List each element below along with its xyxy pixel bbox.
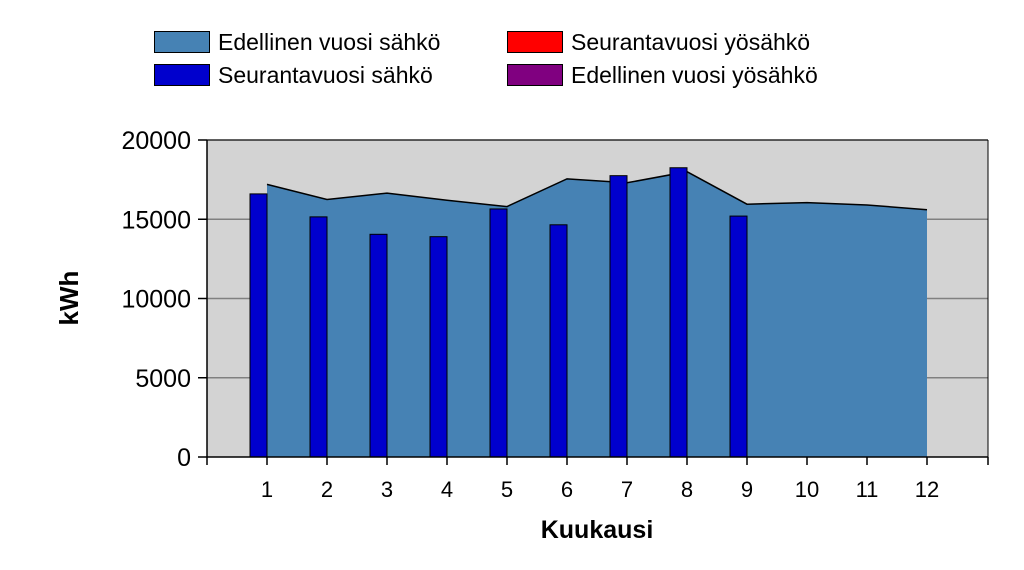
bar-month-9 (729, 215, 748, 458)
legend-swatch-tracking-year-electricity (154, 64, 210, 86)
x-tick-label: 8 (681, 477, 693, 502)
legend-swatch-tracking-year-night-electricity (507, 31, 563, 53)
x-tick-label: 5 (501, 477, 513, 502)
x-tick-label: 12 (915, 477, 939, 502)
x-tick-labels: 1 2 3 4 5 6 7 8 9 10 11 12 (261, 477, 939, 502)
y-axis-label: kWh (54, 271, 84, 326)
area-fill-prev-year (267, 171, 927, 457)
legend-label-prev-year-electricity: Edellinen vuosi sähkö (218, 28, 441, 55)
x-tick-label: 2 (321, 477, 333, 502)
legend-item-tracking-year-night-electricity: Seurantavuosi yösähkö (507, 28, 810, 56)
area-outline-prev-year (266, 170, 928, 211)
area-series (266, 170, 928, 457)
y-tick-label: 5000 (135, 365, 191, 393)
y-tick-label: 20000 (121, 127, 191, 155)
bar-month-6 (549, 224, 568, 458)
bar-month-2 (309, 216, 328, 458)
legend-label-tracking-year-electricity: Seurantavuosi sähkö (218, 61, 433, 88)
bar-month-3 (369, 233, 388, 458)
y-tick-label: 10000 (121, 286, 191, 314)
legend-label-tracking-year-night-electricity: Seurantavuosi yösähkö (571, 28, 811, 55)
y-tick-label: 0 (177, 444, 191, 472)
bar-month-7 (609, 175, 628, 458)
axes (198, 139, 989, 465)
bar-month-8 (669, 167, 688, 458)
legend-swatch-prev-year-electricity (154, 31, 210, 53)
x-tick-label: 3 (381, 477, 393, 502)
x-tick-label: 10 (795, 477, 819, 502)
x-axis-label: Kuukausi (541, 516, 654, 544)
chart-legend: Edellinen vuosi sähkö Seurantavuosi sähk… (0, 0, 1024, 100)
legend-label-prev-year-night-electricity: Edellinen vuosi yösähkö (571, 61, 818, 88)
legend-item-prev-year-night-electricity: Edellinen vuosi yösähkö (507, 61, 818, 89)
x-tick-label: 9 (741, 477, 753, 502)
y-tick-label: 15000 (121, 206, 191, 234)
x-tick-label: 6 (561, 477, 573, 502)
x-tick-label: 7 (621, 477, 633, 502)
x-tick-label: 4 (441, 477, 453, 502)
legend-item-tracking-year-electricity: Seurantavuosi sähkö (154, 61, 433, 89)
bar-month-1 (249, 193, 268, 458)
x-tick-label: 1 (261, 477, 273, 502)
legend-swatch-prev-year-night-electricity (507, 64, 563, 86)
y-tick-labels: 0 5000 10000 15000 20000 (121, 127, 191, 472)
bar-month-5 (489, 208, 508, 458)
x-tick-label: 11 (856, 477, 879, 502)
legend-item-prev-year-electricity: Edellinen vuosi sähkö (154, 28, 440, 56)
bar-month-4 (429, 236, 448, 458)
